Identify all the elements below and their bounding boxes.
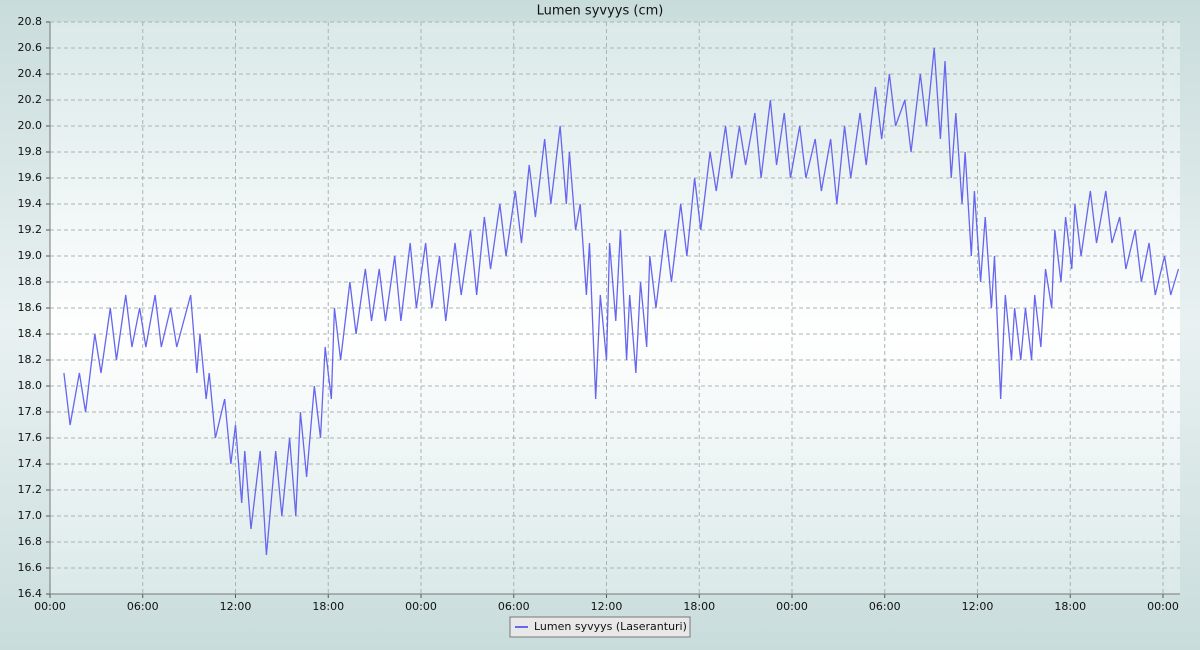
legend-box [509,616,691,638]
y-tick-label: 16.4 [18,587,43,600]
y-tick-label: 18.0 [18,379,43,392]
y-tick-label: 20.2 [18,93,43,106]
x-tick-label: 06:00 [127,600,159,613]
x-tick-label: 06:00 [498,600,530,613]
chart-title: Lumen syvyys (cm) [537,4,664,19]
y-tick-label: 20.8 [18,15,43,28]
y-tick-label: 17.0 [18,509,43,522]
series-line [63,47,1180,556]
x-tick-label: 06:00 [869,600,901,613]
legend: Lumen syvyys (Laseranturi) [509,616,691,638]
y-tick-label: 16.6 [18,561,43,574]
x-tick-label: 12:00 [962,600,994,613]
x-tick-label: 18:00 [683,600,715,613]
x-tick-label: 00:00 [1147,600,1179,613]
x-tick-label: 18:00 [1054,600,1086,613]
x-tick-label: 00:00 [405,600,437,613]
y-tick-label: 17.4 [18,457,43,470]
y-tick-label: 20.6 [18,41,43,54]
y-tick-label: 17.6 [18,431,43,444]
x-tick-label: 12:00 [591,600,623,613]
y-tick-label: 19.0 [18,249,43,262]
y-tick-label: 18.2 [18,353,43,366]
y-tick-label: 18.8 [18,275,43,288]
x-tick-label: 18:00 [312,600,344,613]
y-tick-label: 18.4 [18,327,43,340]
y-tick-label: 16.8 [18,535,43,548]
legend-label: Lumen syvyys (Laseranturi) [534,620,687,633]
y-tick-label: 20.4 [18,67,43,80]
y-tick-label: 17.2 [18,483,43,496]
y-tick-label: 20.0 [18,119,43,132]
y-tick-label: 18.6 [18,301,43,314]
y-tick-label: 19.4 [18,197,43,210]
x-tick-label: 12:00 [220,600,252,613]
y-tick-label: 19.2 [18,223,43,236]
y-tick-label: 19.8 [18,145,43,158]
y-tick-label: 19.6 [18,171,43,184]
x-tick-label: 00:00 [34,600,66,613]
y-tick-label: 17.8 [18,405,43,418]
x-tick-label: 00:00 [776,600,808,613]
